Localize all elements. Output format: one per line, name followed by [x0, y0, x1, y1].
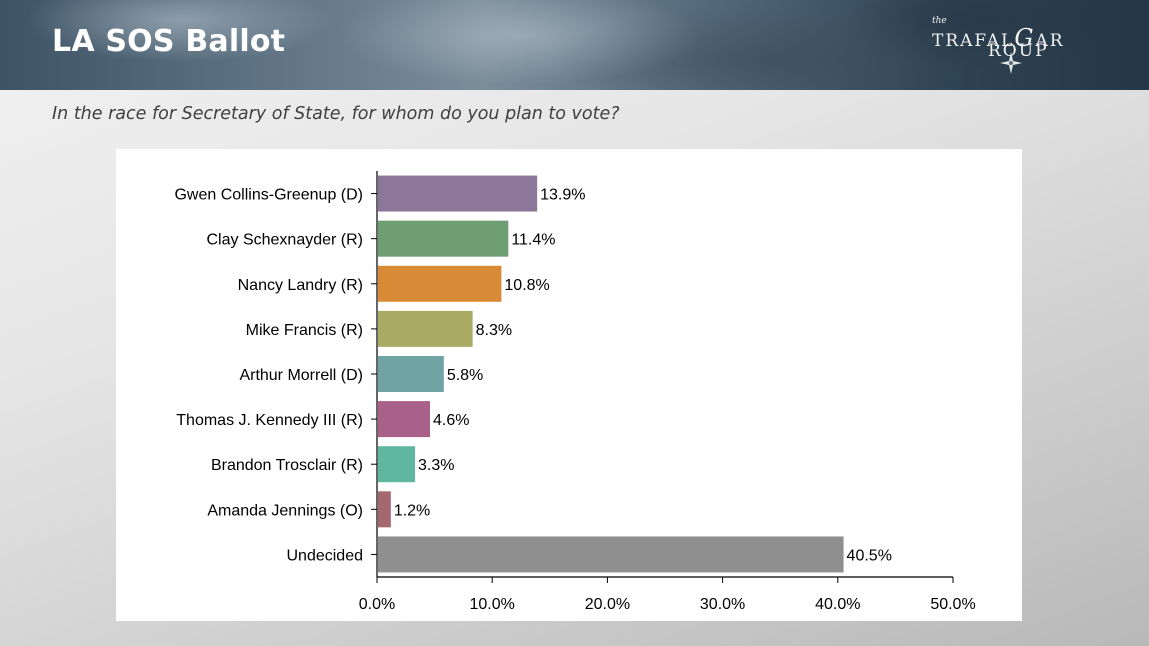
bar: [378, 265, 502, 302]
bar: [378, 175, 538, 212]
category-label: Arthur Morrell (D): [239, 367, 363, 384]
data-label: 13.9%: [540, 187, 585, 204]
data-label: 40.5%: [847, 547, 892, 564]
category-label: Mike Francis (R): [246, 322, 363, 339]
survey-question: In the race for Secretary of State, for …: [52, 104, 620, 124]
x-tick-label: 0.0%: [359, 596, 395, 613]
logo-the-text: the: [932, 16, 947, 26]
data-label: 10.8%: [504, 277, 549, 294]
chart-panel: 13.9% Gwen Collins-Greenup (D) 11.4% Clay S…: [116, 149, 1022, 621]
bar: [378, 491, 391, 528]
category-label: Undecided: [287, 547, 364, 564]
bar: [378, 536, 844, 573]
slide-title: LA SOS Ballot: [52, 24, 286, 59]
logo-roup-text: ROUP: [988, 41, 1049, 61]
data-label: 4.6%: [433, 412, 469, 429]
logo-g-text: G: [1014, 24, 1036, 52]
logo-trafal-text: TRAFAL: [932, 31, 1015, 51]
compass-icon: [1000, 52, 1022, 74]
category-label: Thomas J. Kennedy III (R): [176, 412, 363, 429]
logo-line1: TRAFALGAR: [932, 24, 1065, 52]
data-label: 5.8%: [447, 367, 483, 384]
category-label: Nancy Landry (R): [238, 277, 363, 294]
x-tick-label: 20.0%: [585, 596, 630, 613]
bar: [378, 310, 473, 347]
bar: [378, 401, 430, 438]
category-label: Brandon Trosclair (R): [211, 457, 363, 474]
data-label: 11.4%: [511, 232, 555, 249]
bar: [378, 356, 444, 392]
x-tick-label: 50.0%: [930, 596, 975, 613]
bar: [378, 446, 416, 483]
category-label: Amanda Jennings (O): [207, 502, 363, 519]
trafalgar-group-logo: the TRAFALGAR ROUP: [930, 16, 1100, 78]
bar: [378, 220, 509, 257]
bar-chart: 13.9% Gwen Collins-Greenup (D) 11.4% Clay S…: [174, 171, 976, 613]
x-tick-label: 10.0%: [470, 596, 515, 613]
x-tick-label: 40.0%: [815, 596, 860, 613]
category-label: Clay Schexnayder (R): [207, 232, 364, 249]
category-label: Gwen Collins-Greenup (D): [174, 187, 363, 204]
x-tick-label: 30.0%: [700, 596, 745, 613]
data-label: 1.2%: [394, 502, 430, 519]
header-banner: LA SOS Ballot the TRAFALGAR ROUP: [0, 0, 1149, 90]
logo-ar-text: AR: [1035, 31, 1065, 51]
data-label: 8.3%: [476, 322, 512, 339]
data-label: 3.3%: [418, 457, 454, 474]
